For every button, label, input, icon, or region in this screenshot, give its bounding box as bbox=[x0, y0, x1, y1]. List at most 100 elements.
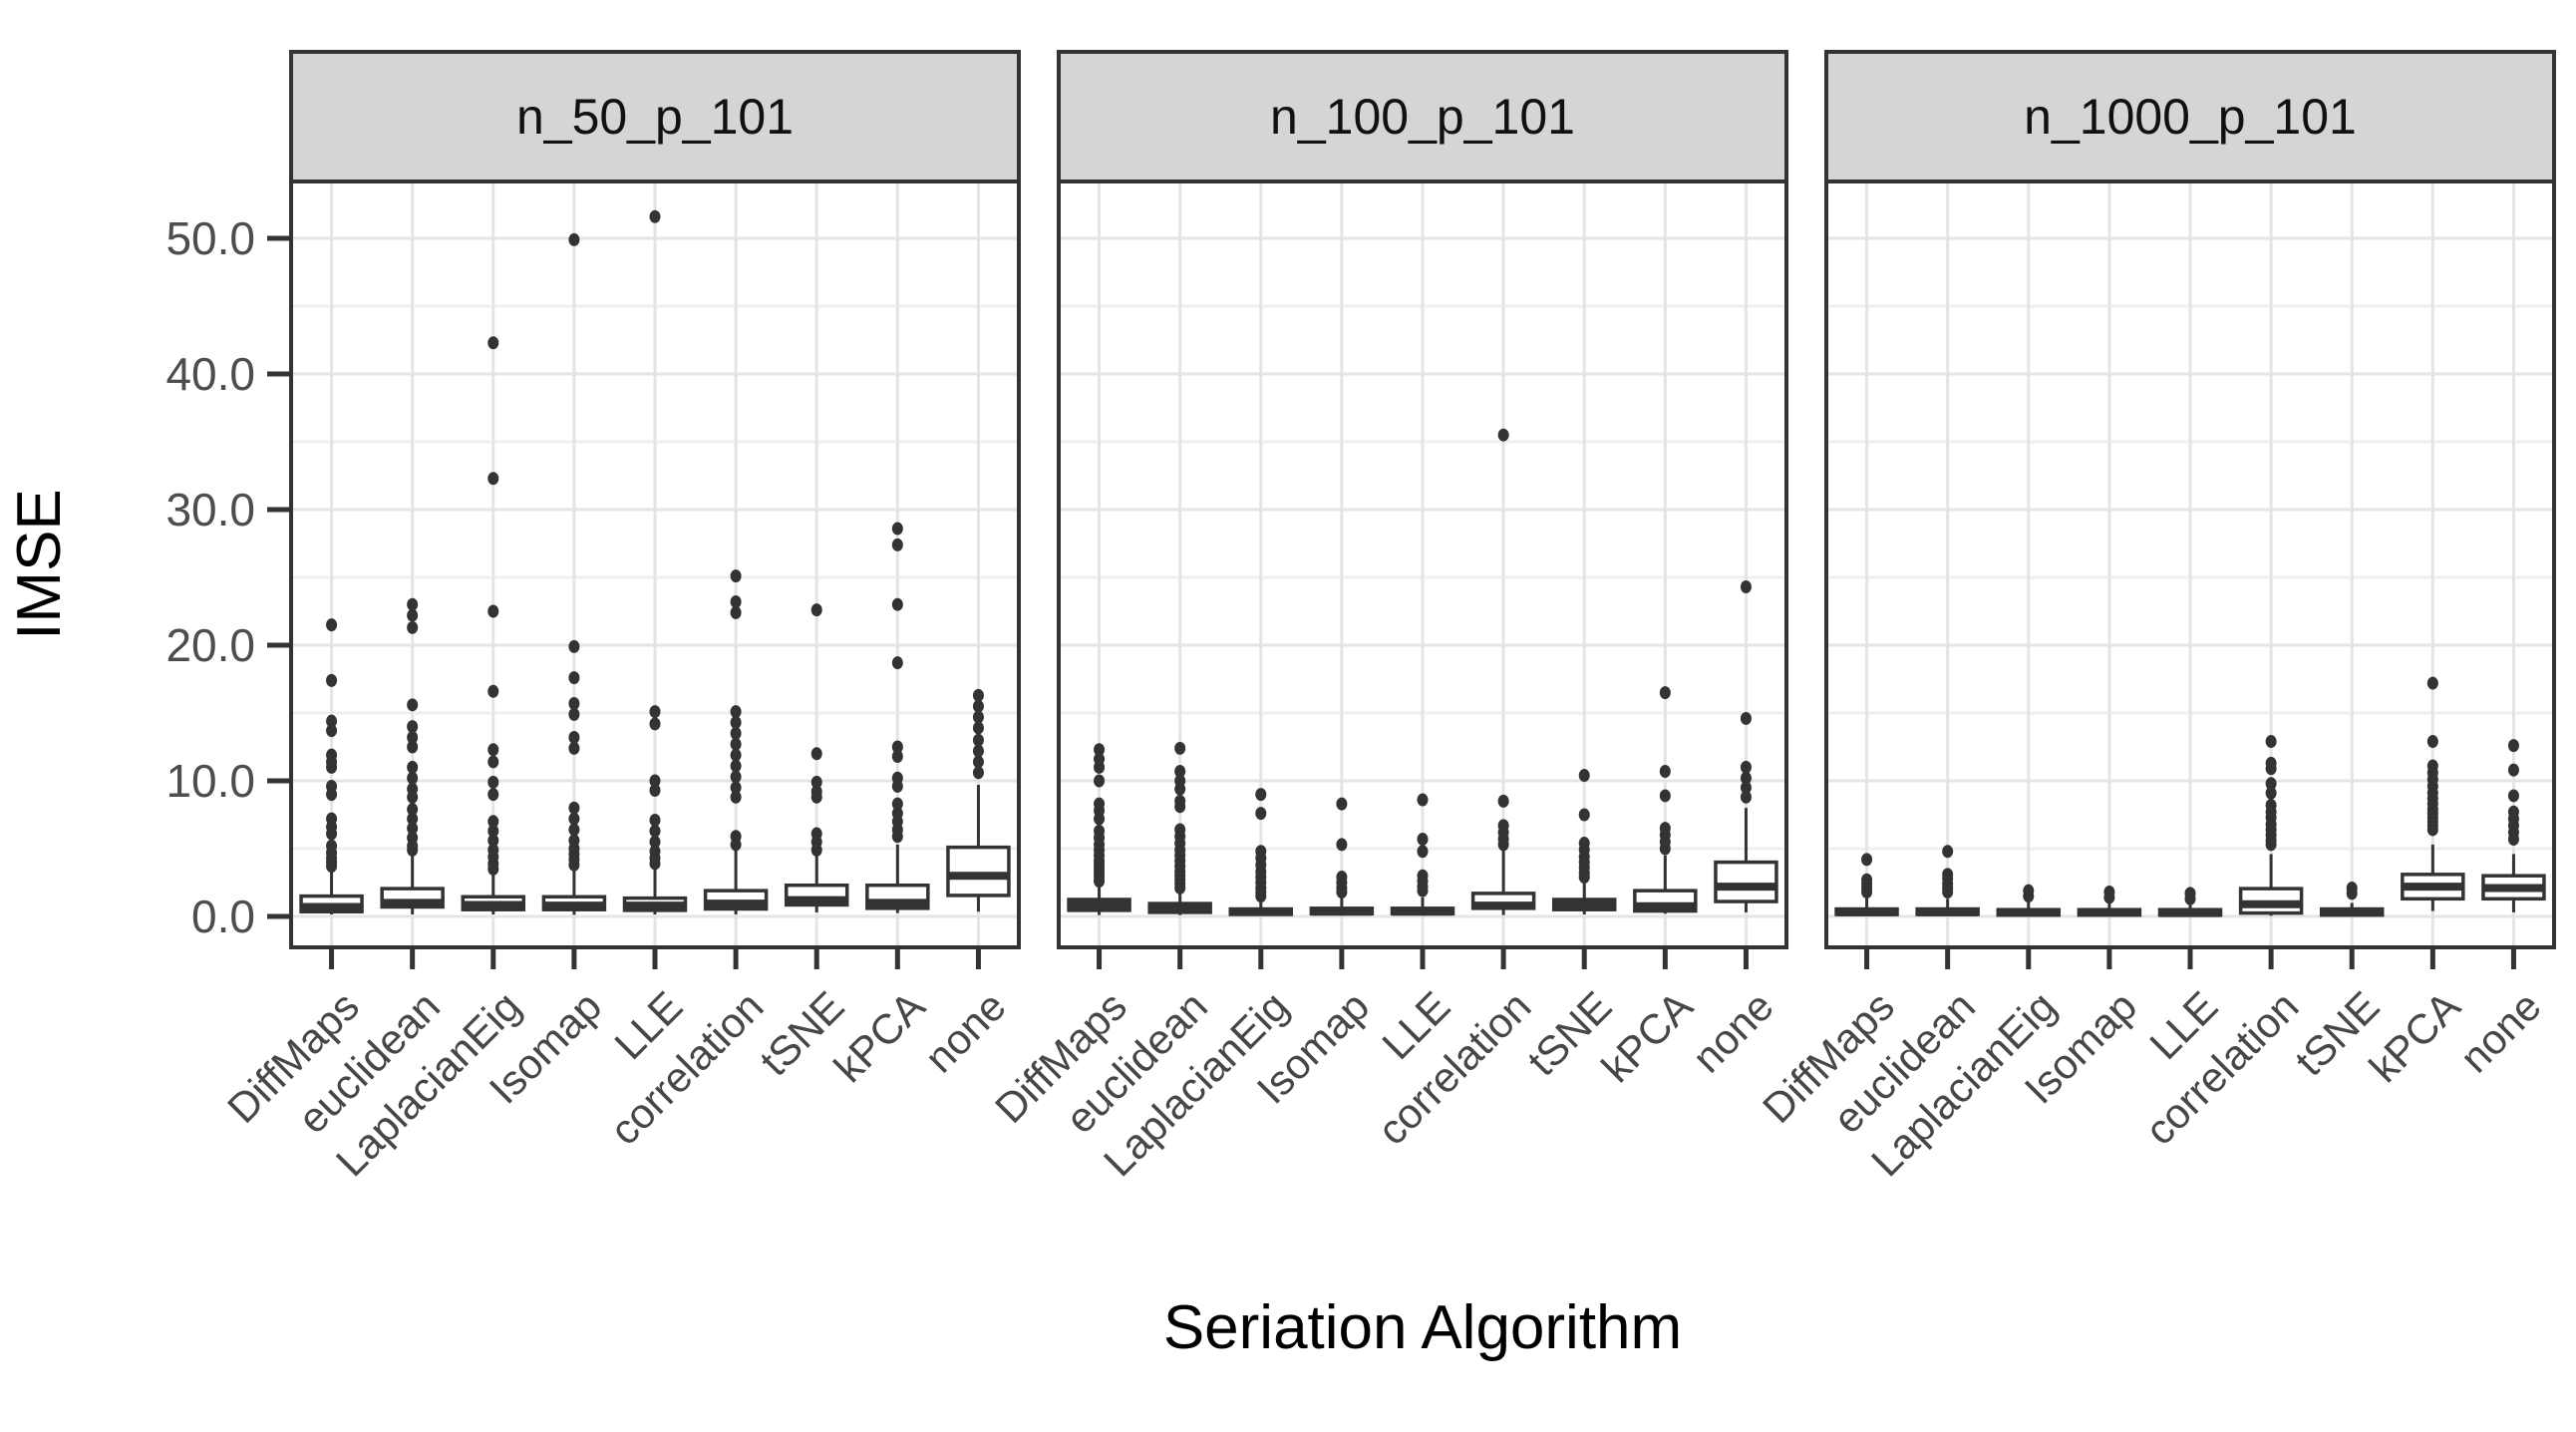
outlier-point bbox=[1336, 871, 1348, 885]
outlier-point bbox=[649, 813, 661, 827]
outlier-point bbox=[1659, 686, 1671, 700]
outlier-point bbox=[810, 775, 822, 789]
outlier-point bbox=[487, 743, 499, 757]
outlier-point bbox=[326, 673, 338, 687]
outlier-point bbox=[1174, 794, 1186, 808]
outlier-point bbox=[1861, 873, 1873, 887]
panels-layer: n_50_p_101DiffMapseuclideanLaplacianEigI… bbox=[165, 50, 2556, 1185]
facet-panel-n_100_p_101: n_100_p_101DiffMapseuclideanLaplacianEig… bbox=[986, 50, 1788, 1185]
outlier-point bbox=[1336, 838, 1348, 852]
outlier-point bbox=[568, 801, 580, 815]
boxplot-Isomap bbox=[541, 232, 607, 915]
outlier-point bbox=[1174, 741, 1186, 755]
outlier-point bbox=[730, 705, 742, 719]
outlier-point bbox=[2265, 735, 2277, 749]
boxplot-DiffMaps bbox=[1834, 853, 1899, 916]
outlier-point bbox=[407, 720, 419, 734]
outlier-point bbox=[2265, 756, 2277, 770]
outlier-point bbox=[649, 845, 661, 859]
outlier-point bbox=[1497, 794, 1509, 808]
outlier-point bbox=[407, 698, 419, 712]
outlier-point bbox=[2023, 884, 2035, 897]
outlier-point bbox=[972, 755, 984, 769]
outlier-point bbox=[649, 835, 661, 849]
outlier-point bbox=[1174, 823, 1186, 837]
outlier-point bbox=[326, 618, 338, 632]
outlier-point bbox=[2426, 676, 2438, 690]
outlier-point bbox=[2265, 777, 2277, 791]
boxplot-LaplacianEig bbox=[1996, 884, 2062, 917]
outlier-point bbox=[972, 699, 984, 713]
outlier-point bbox=[1174, 764, 1186, 778]
outlier-point bbox=[2507, 789, 2519, 803]
boxplot-correlation bbox=[703, 569, 769, 914]
outlier-point bbox=[649, 774, 661, 788]
boxplot-LaplacianEig bbox=[1228, 788, 1294, 916]
boxplot-none bbox=[1714, 580, 1778, 912]
outlier-point bbox=[568, 823, 580, 837]
outlier-point bbox=[891, 750, 903, 764]
outlier-point bbox=[568, 707, 580, 721]
outlier-point bbox=[407, 740, 419, 754]
boxplot-DiffMaps bbox=[299, 618, 364, 914]
box-iqr bbox=[1714, 860, 1778, 903]
y-tick-label: 50.0 bbox=[165, 212, 255, 264]
outlier-point bbox=[2265, 786, 2277, 800]
boxplot-tSNE bbox=[784, 603, 849, 912]
outlier-point bbox=[568, 730, 580, 744]
outlier-point bbox=[1578, 808, 1590, 822]
outlier-point bbox=[487, 815, 499, 829]
boxplot-euclidean bbox=[380, 597, 445, 914]
outlier-point bbox=[972, 733, 984, 747]
outlier-point bbox=[568, 696, 580, 710]
outlier-point bbox=[487, 775, 499, 789]
outlier-point bbox=[891, 656, 903, 670]
outlier-point bbox=[407, 822, 419, 836]
outlier-point bbox=[810, 603, 822, 617]
outlier-point bbox=[730, 781, 742, 795]
outlier-point bbox=[730, 569, 742, 583]
outlier-point bbox=[1942, 868, 1954, 882]
x-tick-label: kPCA bbox=[825, 982, 934, 1091]
outlier-point bbox=[810, 747, 822, 761]
outlier-point bbox=[487, 755, 499, 769]
outlier-point bbox=[2507, 739, 2519, 753]
x-tick-label: correlation bbox=[2136, 982, 2308, 1154]
facet-strip bbox=[1057, 50, 1788, 183]
outlier-point bbox=[649, 705, 661, 719]
y-tick-label: 40.0 bbox=[165, 348, 255, 400]
outlier-point bbox=[487, 788, 499, 802]
outlier-point bbox=[649, 824, 661, 838]
outlier-point bbox=[730, 594, 742, 608]
outlier-point bbox=[730, 748, 742, 762]
outlier-point bbox=[1255, 845, 1267, 859]
outlier-point bbox=[568, 671, 580, 685]
outlier-point bbox=[730, 790, 742, 804]
outlier-point bbox=[1255, 807, 1267, 821]
outlier-point bbox=[1417, 869, 1429, 883]
outlier-point bbox=[487, 472, 499, 486]
outlier-point bbox=[730, 605, 742, 619]
outlier-point bbox=[568, 232, 580, 246]
box-iqr bbox=[946, 845, 1011, 897]
outlier-point bbox=[730, 759, 742, 773]
outlier-point bbox=[1094, 743, 1106, 757]
outlier-point bbox=[972, 766, 984, 780]
outlier-point bbox=[1942, 845, 1954, 859]
outlier-point bbox=[1740, 790, 1752, 804]
outlier-point bbox=[1659, 822, 1671, 836]
outlier-point bbox=[1659, 764, 1671, 778]
y-axis-title: IMSE bbox=[5, 489, 74, 640]
boxplot-kPCA bbox=[865, 522, 930, 913]
outlier-point bbox=[891, 797, 903, 811]
boxplot-DiffMaps bbox=[1067, 743, 1131, 915]
outlier-point bbox=[1659, 789, 1671, 803]
boxplot-LLE bbox=[622, 209, 688, 914]
boxplot-none bbox=[946, 688, 1011, 912]
outlier-point bbox=[407, 782, 419, 796]
outlier-point bbox=[1740, 580, 1752, 594]
y-tick-label: 20.0 bbox=[165, 619, 255, 671]
outlier-point bbox=[568, 639, 580, 653]
x-tick-label: kPCA bbox=[1593, 982, 1702, 1091]
